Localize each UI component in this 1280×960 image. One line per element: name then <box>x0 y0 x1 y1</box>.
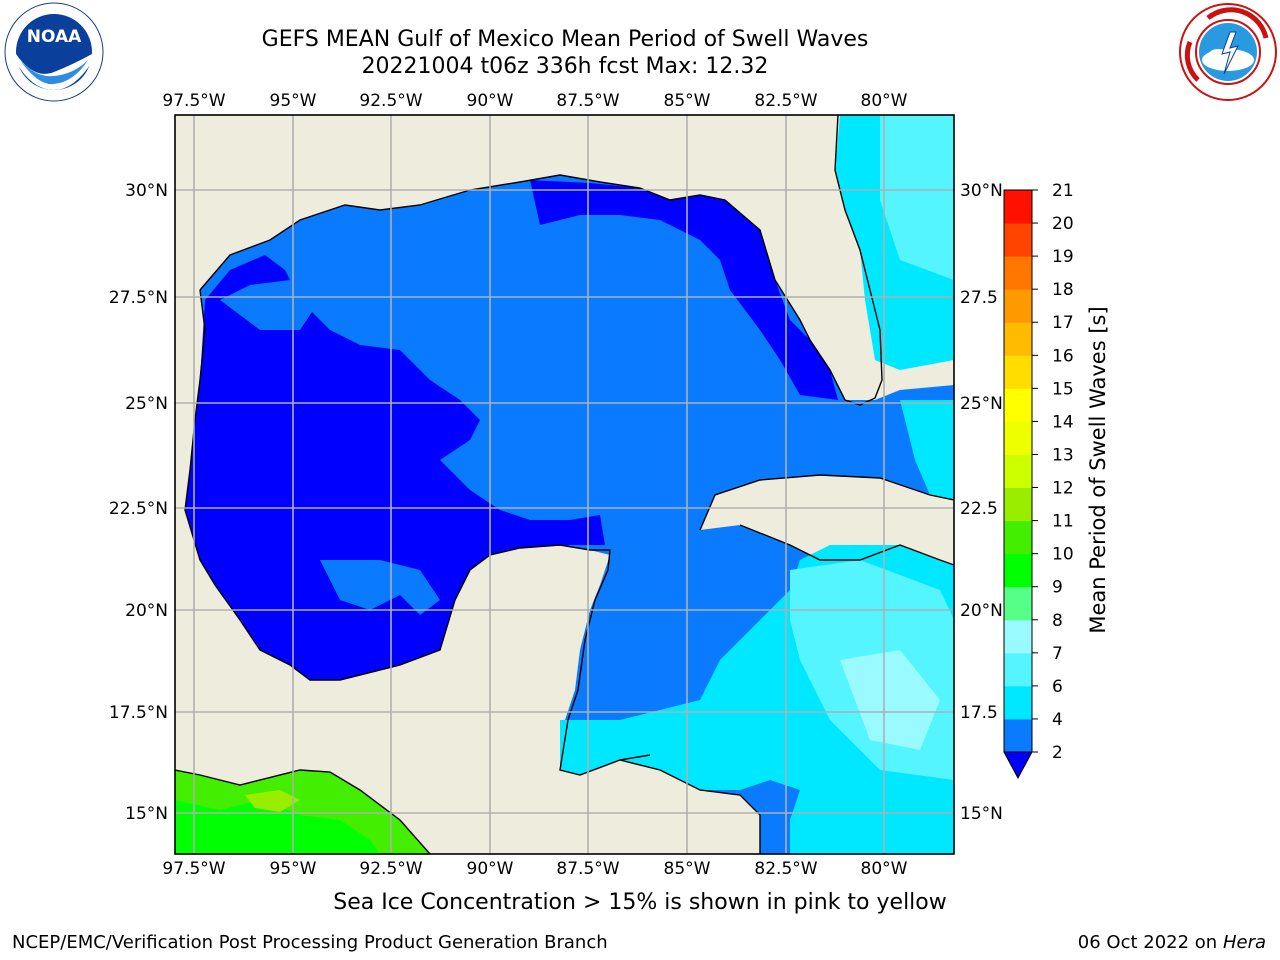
lon-tick-top: 97.5°W <box>162 91 225 111</box>
colorbar-tick-label: 18 <box>1052 280 1074 300</box>
chart-subtitle: 20221004 t06z 336h fcst Max: 12.32 <box>361 54 769 79</box>
colorbar-tick-label: 12 <box>1052 479 1074 499</box>
national-weather-service-logo <box>1178 2 1278 102</box>
lat-tick-left: 25°N <box>125 394 168 414</box>
lon-tick-bottom: 82.5°W <box>754 859 817 879</box>
lat-tick-right: 20°N <box>960 601 1003 621</box>
lat-tick-left: 15°N <box>125 804 168 824</box>
colorbar-segment <box>1004 487 1032 522</box>
lon-tick-bottom: 85°W <box>664 859 711 879</box>
colorbar-tick-label: 19 <box>1052 247 1074 267</box>
colorbar-segment <box>1004 553 1032 588</box>
lon-tick-bottom: 95°W <box>270 859 317 879</box>
colorbar-tick-label: 21 <box>1052 181 1074 201</box>
colorbar-segment <box>1004 190 1032 224</box>
svg-text:NOAA: NOAA <box>27 27 82 47</box>
colorbar-tick-label: 10 <box>1052 545 1074 565</box>
colorbar-tick-label: 9 <box>1052 578 1063 598</box>
colorbar-tick-label: 17 <box>1052 313 1074 333</box>
lon-tick-top: 80°W <box>861 91 908 111</box>
colorbar-tick-label: 14 <box>1052 412 1074 432</box>
lon-tick-top: 87.5°W <box>556 91 619 111</box>
colorbar-tick-label: 15 <box>1052 379 1074 399</box>
footer-date-text: 06 Oct 2022 on <box>1077 932 1218 953</box>
latitude-labels-right: 30°N 27.5 25°N 22.5 20°N 17.5 15°N <box>960 181 1003 824</box>
lon-tick-bottom: 92.5°W <box>359 859 422 879</box>
lat-tick-left: 17.5°N <box>109 703 168 723</box>
colorbar-label: Mean Period of Swell Waves [s] <box>1086 306 1110 634</box>
lat-tick-left: 27.5°N <box>109 288 168 308</box>
longitude-labels-top: 97.5°W 95°W 92.5°W 90°W 87.5°W 85°W 82.5… <box>162 91 907 111</box>
lon-tick-top: 82.5°W <box>754 91 817 111</box>
colorbar-frame <box>1003 189 1033 753</box>
latitude-labels-left: 30°N 27.5°N 25°N 22.5°N 20°N 17.5°N 15°N <box>109 181 168 824</box>
lon-tick-bottom: 80°W <box>861 859 908 879</box>
colorbar-segment <box>1004 322 1032 356</box>
longitude-labels-bottom: 97.5°W 95°W 92.5°W 90°W 87.5°W 85°W 82.5… <box>162 859 907 879</box>
colorbar-segment <box>1004 718 1032 753</box>
footer-credit: NCEP/EMC/Verification Post Processing Pr… <box>12 932 608 953</box>
noaa-logo: NOAA <box>4 2 104 102</box>
lat-tick-right: 25°N <box>960 394 1003 414</box>
colorbar-segment <box>1004 619 1032 654</box>
colorbar-tick-label: 7 <box>1052 644 1063 664</box>
colorbar-tick-label: 2 <box>1052 743 1063 763</box>
colorbar-segment <box>1004 355 1032 389</box>
lat-tick-left: 30°N <box>125 181 168 201</box>
colorbar-segment <box>1004 586 1032 621</box>
map-frame <box>174 114 955 855</box>
colorbar-tick-label: 13 <box>1052 445 1074 465</box>
lon-tick-bottom: 87.5°W <box>556 859 619 879</box>
lon-tick-top: 92.5°W <box>359 91 422 111</box>
lat-tick-right: 30°N <box>960 181 1003 201</box>
colorbar: 2 4 6 7 8 9 10 11 12 13 14 15 16 17 18 19 20 21 <box>1003 181 1074 780</box>
colorbar-segment <box>1004 289 1032 323</box>
colorbar-tick-label: 6 <box>1052 677 1063 697</box>
lat-tick-right: 22.5 <box>960 499 998 519</box>
colorbar-segment <box>1004 256 1032 290</box>
colorbar-tick-label: 11 <box>1052 512 1074 532</box>
footer-host: Hera <box>1222 932 1266 953</box>
lon-tick-bottom: 97.5°W <box>162 859 225 879</box>
colorbar-tick-label: 16 <box>1052 346 1074 366</box>
lon-tick-top: 90°W <box>467 91 514 111</box>
colorbar-segment <box>1004 388 1032 422</box>
colorbar-tick-label: 20 <box>1052 214 1074 234</box>
chart-title: GEFS MEAN Gulf of Mexico Mean Period of … <box>261 27 869 52</box>
lat-tick-right: 27.5 <box>960 288 998 308</box>
colorbar-segment <box>1004 223 1032 257</box>
deep-blue-west-region <box>185 255 605 680</box>
colorbar-segment <box>1004 652 1032 687</box>
colorbar-segment <box>1004 520 1032 555</box>
lat-tick-right: 17.5 <box>960 703 998 723</box>
lon-tick-bottom: 90°W <box>467 859 514 879</box>
colorbar-extend-arrow <box>1003 751 1033 780</box>
lon-tick-top: 85°W <box>664 91 711 111</box>
colorbar-tick-label: 4 <box>1052 710 1063 730</box>
colorbar-segment <box>1004 454 1032 489</box>
lat-tick-right: 15°N <box>960 804 1003 824</box>
footer-date: 06 Oct 2022 on Hera <box>1078 932 1266 953</box>
lat-tick-left: 20°N <box>125 601 168 621</box>
sea-ice-caption: Sea Ice Concentration > 15% is shown in … <box>333 890 947 915</box>
graticule <box>175 115 954 854</box>
colorbar-segment <box>1004 421 1032 455</box>
lat-tick-left: 22.5°N <box>109 499 168 519</box>
lon-tick-top: 95°W <box>270 91 317 111</box>
colorbar-segment <box>1004 685 1032 720</box>
colorbar-tick-label: 8 <box>1052 611 1063 631</box>
